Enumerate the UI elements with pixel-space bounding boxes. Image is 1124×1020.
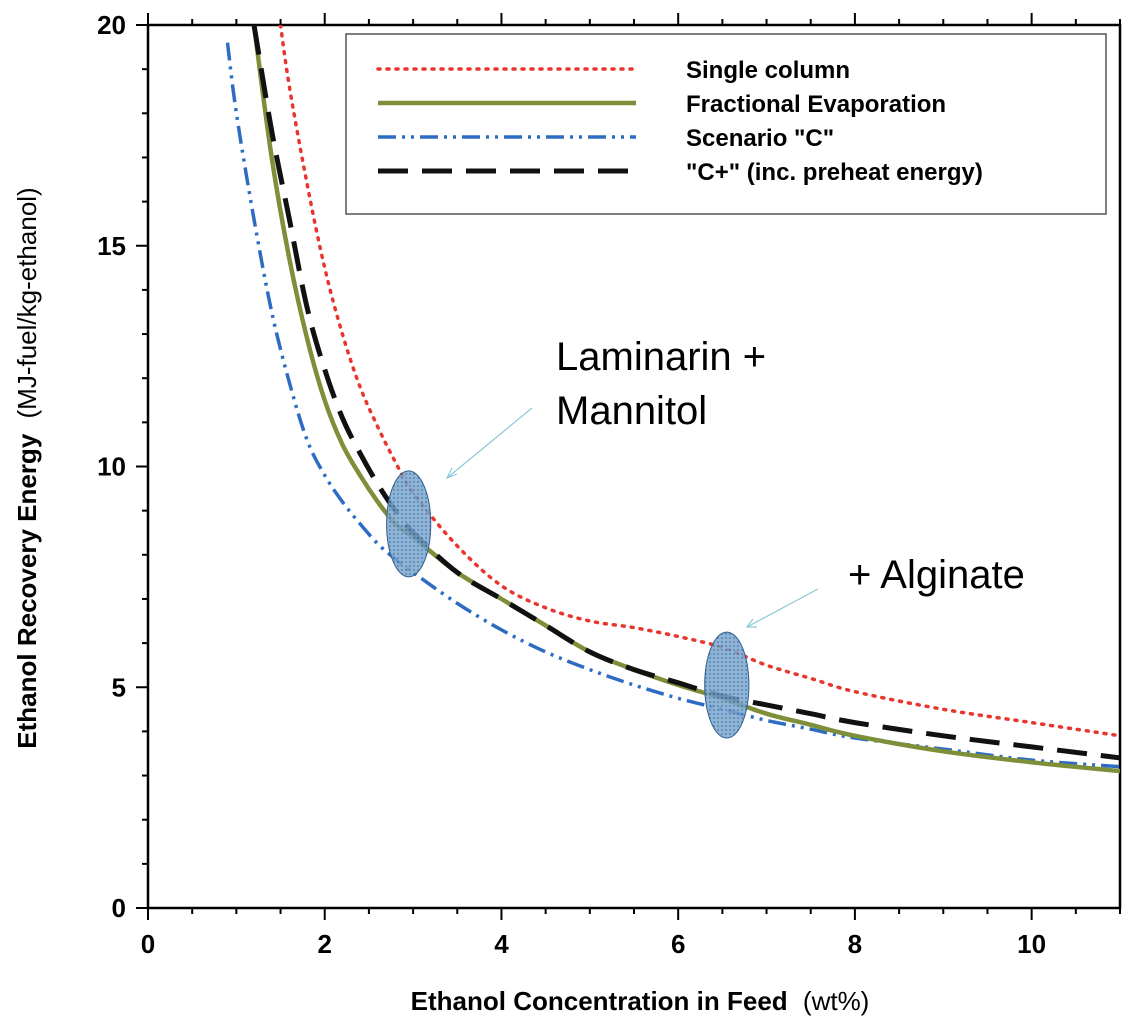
annotation-arrowhead-laminarin [445, 467, 458, 480]
annotation-arrowhead-alginate [745, 618, 757, 628]
x-tick-label: 10 [1017, 929, 1046, 959]
legend-label-3: "C+" (inc. preheat energy) [686, 159, 983, 186]
annotation-layer: Laminarin + Mannitol + Alginate [445, 335, 1025, 628]
axis-ticks [136, 13, 1121, 920]
highlight-layer [386, 470, 750, 739]
legend: Single column Fractional Evaporation Scena… [345, 33, 1107, 215]
annotation-arrow-alginate [746, 588, 819, 628]
annotation-laminarin-line1: Laminarin + [556, 335, 766, 379]
y-tick-label: 15 [97, 231, 126, 261]
x-tick-label: 4 [494, 929, 509, 959]
x-tick-label: 0 [141, 929, 155, 959]
series-layer [225, 25, 1120, 774]
legend-box [345, 33, 1107, 215]
y-axis-label: Ethanol Recovery Energy [12, 433, 42, 749]
x-tick-label: 8 [848, 929, 862, 959]
axis-tick-labels: 0 2 4 6 8 10 0 5 10 15 20 [97, 10, 1046, 959]
y-tick-label: 10 [97, 452, 126, 482]
y-axis-title: Ethanol Recovery Energy (MJ-fuel/kg-etha… [12, 187, 42, 748]
annotation-alginate: + Alginate [848, 553, 1025, 597]
x-axis-label: Ethanol Concentration in Feed [411, 986, 788, 1016]
legend-label-1: Fractional Evaporation [686, 91, 946, 118]
highlight-ellipse-1 [704, 631, 750, 739]
series-line-2 [225, 42, 1120, 769]
series-line-3 [251, 25, 1120, 761]
highlight-ellipse-0 [386, 470, 432, 578]
legend-label-0: Single column [686, 57, 850, 84]
legend-label-2: Scenario "C" [686, 125, 834, 152]
y-axis-unit: (MJ-fuel/kg-ethanol) [12, 187, 42, 418]
x-axis-title: Ethanol Concentration in Feed (wt%) [411, 986, 870, 1016]
annotation-laminarin-line2: Mannitol [556, 389, 707, 433]
y-tick-label: 20 [97, 10, 126, 40]
series-line-0 [278, 25, 1120, 738]
x-axis-unit: (wt%) [803, 986, 869, 1016]
annotation-arrow-laminarin [446, 407, 533, 479]
y-tick-label: 5 [112, 672, 126, 702]
x-tick-label: 2 [317, 929, 331, 959]
x-tick-label: 6 [671, 929, 685, 959]
y-tick-label: 0 [112, 893, 126, 923]
